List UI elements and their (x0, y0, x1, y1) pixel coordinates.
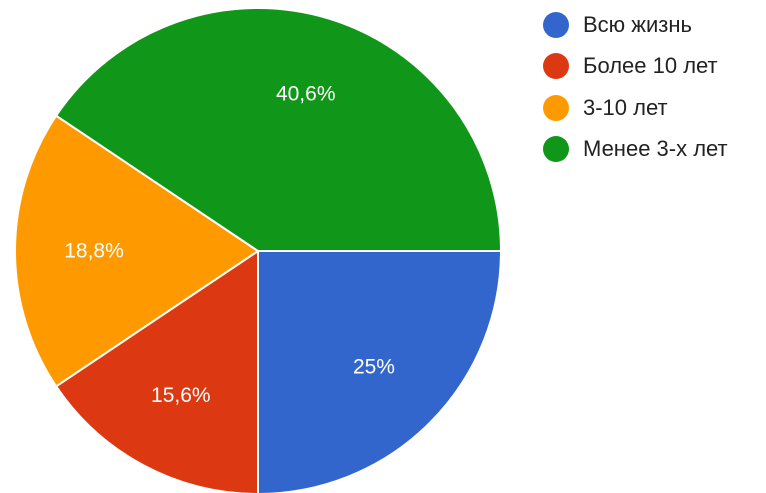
legend-swatch-lifelong (543, 11, 569, 38)
legend-item-over-10-years[interactable]: Более 10 лет (543, 46, 728, 88)
chart-legend: Всю жизнь Более 10 лет 3-10 лет Менее 3-… (543, 4, 728, 170)
legend-swatch-under-3-years (543, 136, 569, 163)
pie-slice-lifelong[interactable] (257, 250, 503, 493)
pie-slice-labels: 25% 15,6% 18,8% 40,6% (64, 83, 395, 408)
legend-swatch-over-10-years (543, 53, 569, 80)
legend-item-3-10-years[interactable]: 3-10 лет (543, 87, 728, 129)
pie-slice-3-10-years[interactable] (14, 114, 260, 388)
legend-label-3-10-years: 3-10 лет (583, 94, 668, 120)
legend-item-lifelong[interactable]: Всю жизнь (543, 4, 728, 46)
legend-label-lifelong: Всю жизнь (583, 11, 692, 37)
legend-label-over-10-years: Более 10 лет (583, 53, 718, 79)
slice-label-3-10-years: 18,8% (64, 240, 124, 263)
slice-label-over-10-years: 15,6% (151, 384, 211, 407)
pie-slices (14, 7, 503, 493)
legend-item-under-3-years[interactable]: Менее 3-х лет (543, 129, 728, 171)
pie-slice-under-3-years[interactable] (54, 7, 503, 252)
slice-label-lifelong: 25% (353, 355, 395, 378)
legend-label-under-3-years: Менее 3-х лет (583, 136, 728, 162)
legend-swatch-3-10-years (543, 94, 569, 121)
slice-label-under-3-years: 40,6% (276, 83, 336, 106)
